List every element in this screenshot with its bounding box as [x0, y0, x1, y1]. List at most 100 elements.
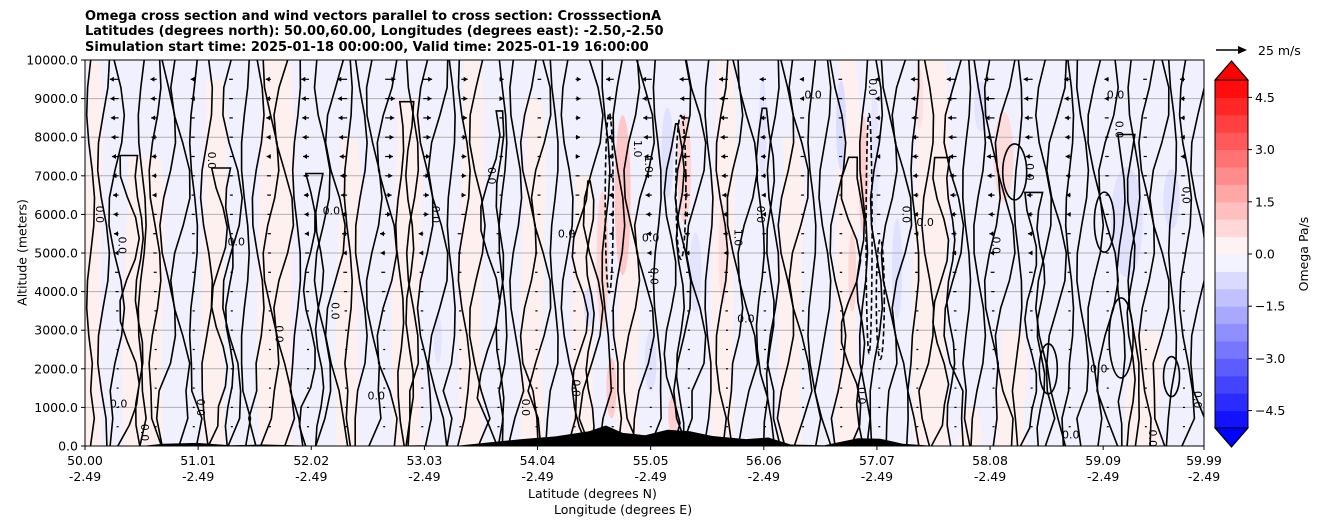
omega-zero-contour: [117, 154, 145, 446]
contour-label: 0.0: [754, 206, 767, 224]
colorbar-tick-label: −1.5: [1255, 299, 1285, 314]
contour-label: 0.0: [323, 204, 341, 217]
wind-vector-layer: [109, 76, 1185, 428]
wind-vector-head: [1179, 76, 1184, 82]
wind-vector-head: [985, 115, 990, 121]
wind-vector-head: [644, 173, 649, 179]
omega-zero-contour: [1075, 60, 1090, 446]
wind-vector-head: [910, 76, 915, 82]
wind-vector-head: [760, 115, 765, 121]
wind-vector-head: [949, 154, 954, 159]
omega-patch: [661, 107, 674, 198]
wind-vector-head: [644, 154, 649, 159]
wind-vector-head: [988, 192, 993, 198]
y-axis-label: Altitude (meters): [14, 199, 30, 306]
colorbar-level: [1215, 114, 1248, 133]
wind-vector-head: [1065, 173, 1070, 179]
contour-label: 0.0: [1146, 430, 1159, 448]
omega-zero-contour: [289, 60, 304, 446]
omega-closed-contour: [1038, 342, 1059, 395]
y-tick-label: 2000.0: [34, 361, 78, 376]
omega-zero-contour: [1165, 60, 1178, 446]
omega-zero-contour: [560, 60, 578, 446]
x-tick-label-latitude: 50.00: [67, 453, 103, 468]
wind-vector-head: [109, 76, 114, 82]
wind-vector-head: [1066, 211, 1071, 217]
wind-vector-head: [875, 134, 880, 140]
wind-vector-head: [114, 231, 119, 237]
wind-vector-head: [576, 96, 581, 102]
colorbar: −4.5 −3.0 −1.5 0.0 1.5 3.0 4.5 Omega Pa/s: [1213, 60, 1311, 448]
colorbar-outline: [1214, 60, 1249, 448]
wind-vector-head: [1066, 192, 1071, 198]
wind-vector-head: [302, 134, 307, 140]
contour-label: 0.0: [737, 312, 755, 325]
omega-zero-contour: [880, 60, 898, 446]
grid-layer: [85, 98, 1204, 408]
wind-vector-head: [303, 192, 308, 198]
omega-zero-contour: [544, 60, 559, 446]
contour-label: 0.0: [558, 228, 576, 241]
omega-negative-contour: [875, 238, 886, 361]
colorbar-level: [1215, 410, 1248, 429]
omega-zero-contour: [427, 60, 449, 446]
wind-vector-head: [679, 76, 684, 82]
chart-title-line-2: Latitudes (degrees north): 50.00,60.00, …: [85, 24, 664, 39]
chart-title-line-3: Simulation start time: 2025-01-18 00:00:…: [85, 40, 649, 55]
wind-vector-head: [607, 134, 612, 140]
omega-zero-contour: [612, 60, 626, 446]
contour-label: 0.0: [569, 379, 582, 397]
wind-vector-head: [984, 76, 989, 82]
omega-zero-contour: [188, 60, 203, 446]
wind-vector-head: [680, 115, 685, 121]
wind-vector-head: [342, 250, 347, 256]
wind-vector-head: [913, 192, 918, 198]
wind-vector-head: [266, 115, 271, 121]
colorbar-level: [1215, 271, 1248, 290]
wind-vector-head: [337, 96, 342, 102]
colorbar-extend-max: [1213, 60, 1250, 81]
wind-vector-head: [1180, 134, 1185, 140]
x-tick-label-longitude: -2.49: [1188, 469, 1220, 484]
wind-vector-head: [1064, 96, 1069, 102]
omega-zero-contour: [906, 60, 920, 446]
omega-zero-contour: [240, 60, 252, 446]
contour-label: 0.0: [227, 235, 245, 248]
omega-zero-contour: [737, 60, 759, 446]
colorbar-level: [1215, 393, 1248, 412]
omega-negative-contour: [604, 112, 615, 294]
wind-vector-head: [462, 173, 467, 179]
x-tick-label-latitude: 56.06: [746, 453, 782, 468]
omega-zero-contour: [207, 167, 235, 446]
wind-vector-head: [339, 154, 344, 159]
contour-label: 0.0: [138, 424, 151, 442]
wind-vector-head: [110, 96, 115, 102]
wind-vector-head: [389, 134, 394, 140]
wind-vector-head: [190, 76, 195, 82]
wind-vector-head: [647, 250, 652, 256]
omega-zero-contour: [943, 60, 965, 446]
wind-vector-head: [912, 134, 917, 140]
wind-vector-head: [989, 231, 994, 237]
omega-zero-contour: [313, 60, 332, 446]
x-tick-label-longitude: -2.49: [634, 469, 666, 484]
omega-zero-contour: [930, 156, 956, 446]
wind-vector-head: [340, 192, 345, 198]
contour-label-layer: 0.00.00.00.00.00.00.00.00.0 0.00.00.00.01…: [93, 78, 1204, 448]
wind-vector-head: [304, 211, 309, 217]
wind-vector-head: [876, 154, 881, 159]
wind-vector-head: [390, 96, 395, 102]
omega-zero-contour: [983, 60, 1002, 446]
wind-vector-head: [380, 250, 385, 256]
wind-vector-head: [418, 231, 423, 237]
wind-vector-head: [190, 96, 195, 102]
contour-label: 0.0: [1191, 391, 1204, 409]
wind-vector-head: [760, 154, 765, 159]
omega-zero-contour: [994, 60, 1016, 446]
wind-vector-head: [151, 115, 156, 121]
x-tick-label-longitude: -2.49: [521, 469, 553, 484]
wind-vector-head: [151, 134, 156, 140]
x-tick-label-longitude: -2.49: [974, 469, 1006, 484]
contour-layer: [85, 60, 1204, 446]
x-tick-label-longitude: -2.49: [861, 469, 893, 484]
